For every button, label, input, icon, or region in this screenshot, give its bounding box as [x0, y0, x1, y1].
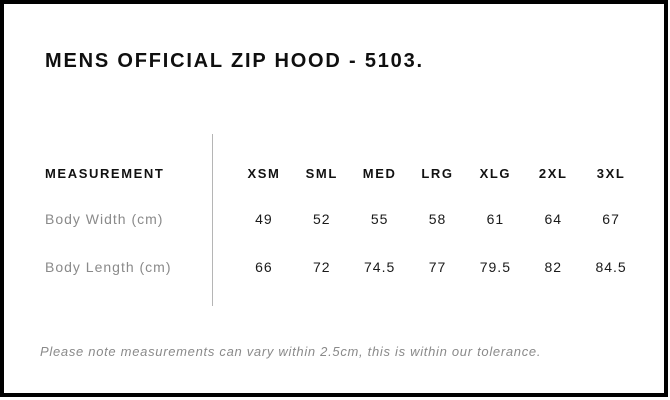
table-row-body-width: Body Width (cm) 49 52 55 58 61 64 67 [45, 211, 640, 227]
body-width-2xl: 64 [544, 211, 563, 227]
row-label-body-width: Body Width (cm) [45, 211, 164, 227]
body-width-sml: 52 [313, 211, 331, 227]
body-width-med: 55 [370, 211, 389, 227]
body-length-2xl: 82 [544, 259, 563, 275]
body-width-lrg: 58 [428, 211, 447, 227]
column-header-xsm: XSM [247, 166, 281, 181]
body-length-xsm: 66 [255, 259, 273, 275]
size-chart-header-row: MEASUREMENT XSM SML MED LRG XLG 2XL 3XL [45, 166, 640, 181]
body-length-med: 74.5 [364, 259, 396, 275]
body-width-xsm: 49 [255, 211, 273, 227]
body-width-xlg: 61 [486, 211, 505, 227]
column-header-measurement: MEASUREMENT [45, 166, 165, 181]
body-length-sml: 72 [313, 259, 331, 275]
column-header-xlg: XLG [479, 166, 512, 181]
column-header-sml: SML [305, 166, 338, 181]
column-header-med: MED [362, 166, 397, 181]
body-length-lrg: 77 [428, 259, 447, 275]
body-length-3xl: 84.5 [595, 259, 627, 275]
tolerance-note: Please note measurements can vary within… [40, 344, 542, 359]
page-title: MENS OFFICIAL ZIP HOOD - 5103. [45, 50, 424, 72]
table-row-body-length: Body Length (cm) 66 72 74.5 77 79.5 82 8… [45, 259, 640, 275]
body-length-xlg: 79.5 [479, 259, 511, 275]
body-width-3xl: 67 [602, 211, 620, 227]
row-label-body-length: Body Length (cm) [45, 259, 172, 275]
column-header-2xl: 2XL [538, 166, 568, 181]
table-vertical-divider [212, 134, 213, 306]
column-header-lrg: LRG [421, 166, 454, 181]
column-header-3xl: 3XL [596, 166, 626, 181]
